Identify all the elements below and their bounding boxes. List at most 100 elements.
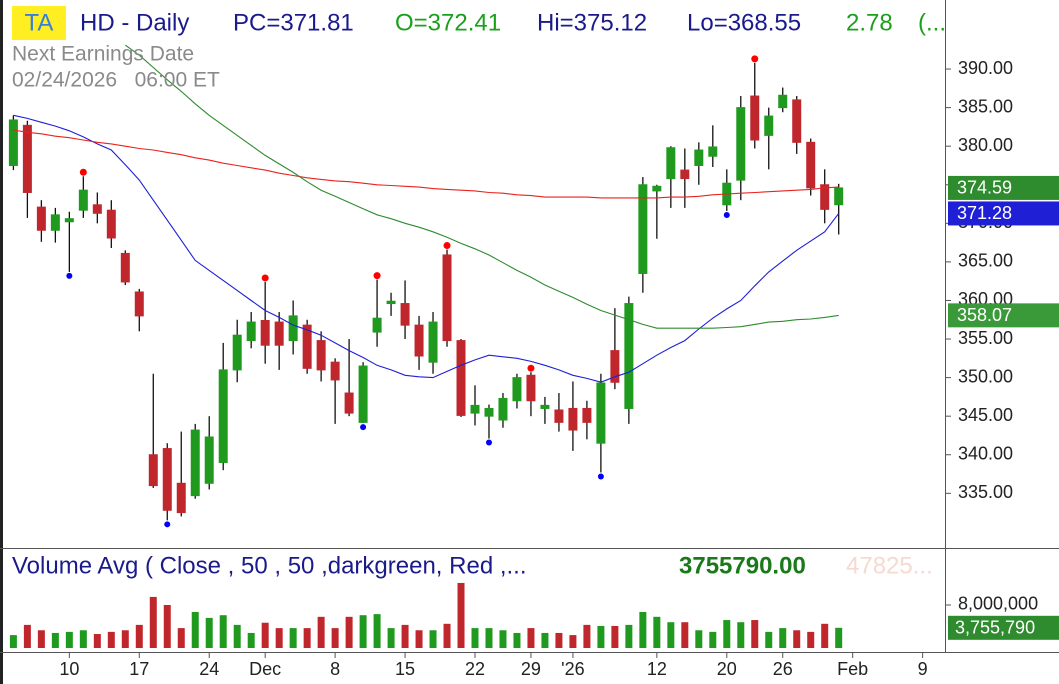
candle-body [22,124,32,193]
candle-body [288,315,298,342]
volume-bar [163,604,171,648]
candle-body [50,214,60,231]
x-tick-label: 24 [199,659,219,679]
low: Lo=368.55 [687,9,801,36]
candle-body [316,340,326,371]
candle-body [64,218,74,223]
x-tick-label: 17 [129,659,149,679]
volume-bar [821,623,829,648]
volume-bar [723,620,731,648]
candle-body [582,407,592,423]
candle-body [204,436,214,484]
candle-body [806,141,816,189]
candle-body [442,254,452,342]
x-tick-label: 29 [521,659,541,679]
candle-body [8,119,18,166]
volume-bar [765,631,773,648]
candle-body [106,209,116,239]
candle-body [708,146,718,157]
low-marker [66,272,73,279]
price-tag: 371.28 [957,203,1012,223]
volume-bar [737,622,745,648]
candle-body [512,377,522,402]
low-marker [164,521,171,528]
low-marker [485,439,492,446]
volume-bar [51,632,59,648]
earnings-label: Next Earnings Date [12,43,194,66]
volume-bar [471,628,479,648]
x-tick-label: 26 [773,659,793,679]
y-tick-label: 340.00 [958,443,1013,463]
x-tick-label: 15 [395,659,415,679]
volume-bar [597,625,605,648]
symbol: HD - Daily [80,9,189,36]
high-marker [79,168,87,176]
price-tag-bg [948,303,1059,328]
volume-faint: 47825... [846,552,933,579]
volume-bar [121,630,129,648]
high-marker [261,274,269,282]
candle-body [78,189,88,211]
price-tag-bg [948,201,1059,226]
volume-bar [583,624,591,648]
volume-bar [499,630,507,648]
moving-average [13,114,840,383]
candle-body [190,429,200,497]
low-marker [597,473,604,480]
volume-tag-bg [948,615,1059,640]
candle-body [736,107,746,181]
y-tick-label: 365.00 [958,251,1013,271]
low-marker [360,424,367,431]
high-marker [751,55,759,63]
candle-body [246,321,256,342]
price-tag-bg [948,175,1059,200]
candle-body [680,169,690,180]
candle-body [148,454,158,487]
volume-bar [401,624,409,648]
candle-body [470,404,480,414]
y-tick-label: 355.00 [958,328,1013,348]
candle-body [386,300,396,305]
volume-bar [751,620,759,648]
candle-body [652,185,662,192]
volume-bar [695,630,703,648]
candle-body [610,350,620,383]
volume-bar [79,630,87,648]
x-tick-label: 22 [465,659,485,679]
volume-bar [639,611,647,648]
x-tick-label: 8 [330,659,340,679]
x-tick-label: Dec [249,659,281,679]
x-tick-label: '26 [561,659,584,679]
volume-bar [303,628,311,648]
volume-bar [835,627,843,648]
volume-bar [275,628,283,648]
candle-body [638,184,648,274]
volume-bar [233,624,241,648]
volume-bar [107,631,115,648]
volume-bar [261,622,269,648]
volume-bar [443,623,451,648]
volume-bar [149,596,157,648]
price-tag: 374.59 [957,178,1012,198]
x-tick-label: 20 [717,659,737,679]
badge-bg [12,6,66,40]
volume-value: 3755790.00 [679,552,806,579]
volume-bar [247,632,255,648]
candle-body [820,184,830,210]
volume-bar [359,615,367,648]
candle-body [162,448,172,511]
candle-body [414,324,424,357]
candle-body [596,382,606,444]
volume-bar [709,631,717,648]
volume-bar [23,624,31,648]
candle-body [666,147,676,180]
volume-bar [527,628,535,648]
overlay: TA HD - Daily PC=371.81 O=372.41 Hi=375.… [12,6,946,579]
badge: TA [25,9,54,36]
candle-body [176,482,186,514]
candle-body [694,149,704,166]
moving-average [124,44,839,329]
volume-bar [317,616,325,648]
